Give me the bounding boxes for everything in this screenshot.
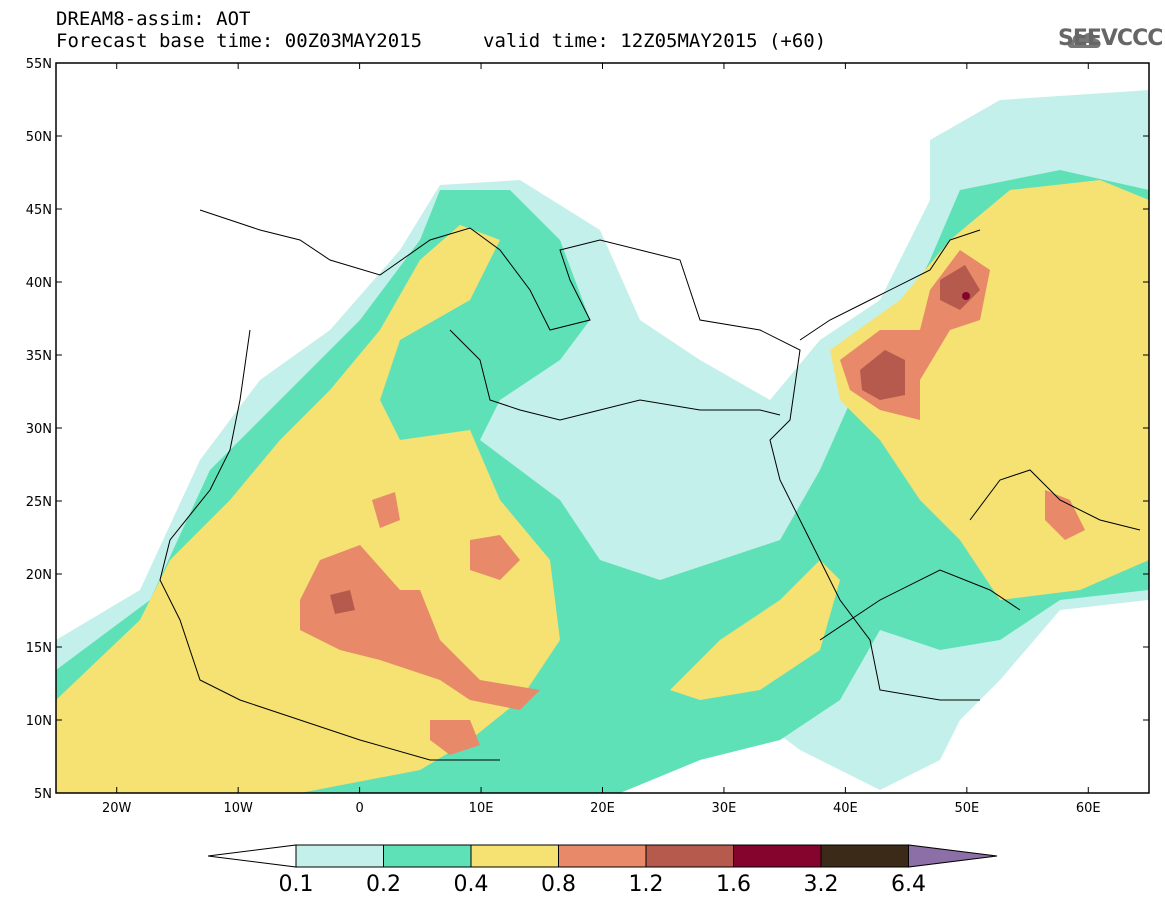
colorbar-label: 1.6 <box>716 872 751 897</box>
aot-contour-1.2-c <box>330 590 355 614</box>
lon-tick-label: 20E <box>590 801 615 816</box>
lat-tick-label: 55N <box>26 57 52 72</box>
colorbar-box <box>295 844 384 868</box>
aot-field <box>56 63 1149 793</box>
lat-axis: 55N 50N 45N 40N 35N 30N 25N 20N 15N 10N 5N <box>26 57 1149 802</box>
lat-tick-label: 20N <box>26 568 52 583</box>
valid-time: valid time: 12Z05MAY2015 (+60) <box>483 30 827 52</box>
colorbar-label: 0.1 <box>279 872 314 897</box>
lon-tick-label: 30E <box>712 801 737 816</box>
colorbar-box <box>820 844 909 868</box>
lat-tick-label: 40N <box>26 276 52 291</box>
colorbar-under-arrow <box>207 844 297 868</box>
lon-tick-label: 20W <box>102 801 132 816</box>
forecast-base-time: Forecast base time: 00Z03MAY2015 <box>56 30 423 52</box>
colorbar-box <box>645 844 734 868</box>
lon-tick-label: 10E <box>469 801 494 816</box>
lon-tick-label: 0 <box>355 801 363 816</box>
colorbar-box <box>733 844 822 868</box>
cloud-logo-icon <box>1067 32 1101 48</box>
lat-tick-label: 30N <box>26 422 52 437</box>
coastlines <box>159 209 1141 761</box>
colorbar-box <box>558 844 647 868</box>
colorbar-label: 0.2 <box>366 872 401 897</box>
lat-tick-label: 45N <box>26 203 52 218</box>
aot-contour-0.8-b <box>470 535 520 580</box>
colorbar-label: 1.2 <box>629 872 664 897</box>
colorbar-over-arrow <box>908 844 998 868</box>
map-title: DREAM8-assim: AOT <box>56 8 251 30</box>
logo-text: SEEVCCC <box>1058 26 1163 51</box>
lon-tick-label: 40E <box>833 801 858 816</box>
colorbar-box <box>383 844 472 868</box>
aot-contour-0.4-east <box>830 180 1149 600</box>
lat-tick-label: 5N <box>34 787 52 802</box>
lat-tick-label: 15N <box>26 641 52 656</box>
lon-tick-label: 10W <box>223 801 253 816</box>
aot-contour-0.8-d <box>430 720 480 755</box>
colorbar-label: 6.4 <box>891 872 926 897</box>
aot-contour-1.6 <box>962 292 970 300</box>
lat-tick-label: 10N <box>26 714 52 729</box>
lon-axis: 20W 10W 0 10E 20E 30E 40E 50E 60E <box>102 63 1101 816</box>
colorbar-label: 0.8 <box>541 872 576 897</box>
lon-tick-label: 50E <box>954 801 979 816</box>
lat-tick-label: 50N <box>26 130 52 145</box>
lat-tick-label: 25N <box>26 495 52 510</box>
colorbar: 0.1 0.2 0.4 0.8 1.2 1.6 3.2 6.4 <box>207 844 998 897</box>
lon-tick-label: 60E <box>1076 801 1101 816</box>
aot-contour-0.4-sudan <box>670 560 840 700</box>
colorbar-label: 3.2 <box>804 872 839 897</box>
aot-contour-1.2-b <box>940 265 980 310</box>
aot-contour-0.8 <box>300 545 540 710</box>
colorbar-label: 0.4 <box>454 872 489 897</box>
aot-contour-1.2 <box>860 350 905 400</box>
aot-contour-0.8-gulf <box>1045 490 1085 540</box>
lat-tick-label: 35N <box>26 349 52 364</box>
aot-contour-0.8-c <box>372 492 400 528</box>
colorbar-box <box>470 844 559 868</box>
